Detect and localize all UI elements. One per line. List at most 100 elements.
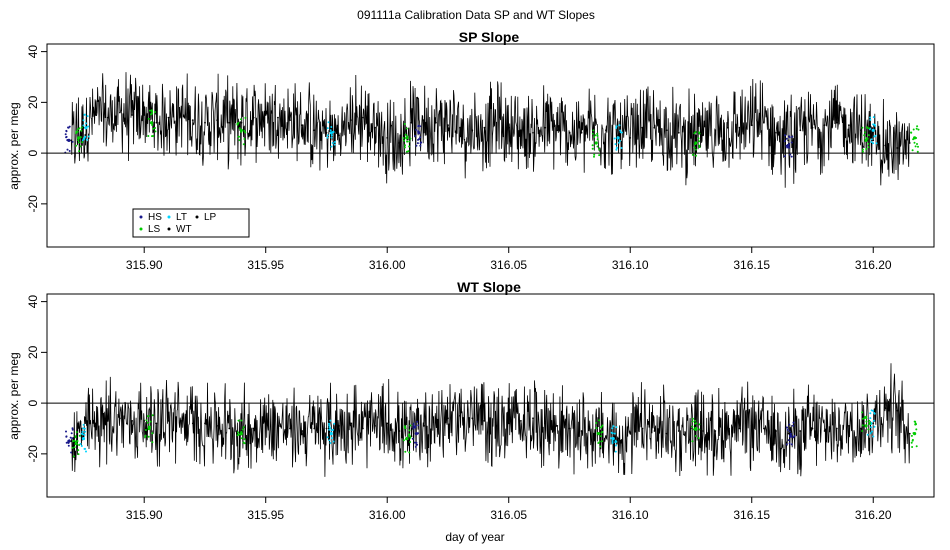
- scatter-dot-lt: [82, 427, 85, 430]
- sp-series-group: [64, 72, 920, 188]
- scatter-dot-ls: [865, 137, 868, 139]
- scatter-dot-hs: [791, 135, 794, 138]
- scatter-dot-ls: [151, 414, 154, 417]
- scatter-dot-hs: [788, 136, 791, 139]
- scatter-dot-ls: [915, 428, 918, 431]
- scatter-dot-lt: [870, 141, 873, 143]
- x-tick-label: 316.05: [490, 258, 527, 272]
- scatter-dot-ls: [147, 435, 150, 438]
- scatter-dot-hs: [784, 134, 786, 137]
- scatter-dot-ls: [243, 129, 246, 132]
- scatter-dot-lt: [873, 123, 876, 126]
- scatter-dot-ls: [595, 422, 598, 424]
- scatter-dot-lt: [326, 436, 329, 439]
- scatter-dot-ls: [691, 153, 694, 156]
- data-point-wt: [738, 427, 741, 430]
- scatter-dot-ls: [868, 419, 871, 422]
- data-point-wt: [787, 139, 790, 142]
- data-point-wt: [544, 126, 547, 129]
- data-point-lt: [871, 128, 875, 132]
- data-point-wt: [568, 427, 571, 430]
- scatter-dot-ls: [80, 129, 83, 132]
- data-point-wt: [835, 427, 838, 430]
- data-point-wt: [131, 420, 134, 422]
- scatter-dot-lt: [615, 147, 618, 150]
- scatter-dot-ls: [240, 419, 243, 422]
- data-point-wt: [434, 420, 437, 422]
- scatter-dot-ls: [151, 112, 154, 115]
- scatter-dot-lt: [328, 424, 331, 427]
- scatter-dot-hs: [783, 140, 786, 143]
- scatter-dot-ls: [867, 428, 870, 431]
- scatter-dot-ls: [912, 138, 915, 141]
- scatter-dot-ls: [402, 439, 405, 442]
- scatter-dot-lt: [330, 145, 333, 148]
- x-tick-label: 316.20: [855, 508, 892, 522]
- scatter-dot-ls: [694, 143, 697, 146]
- scatter-dot-ls: [592, 129, 595, 132]
- data-point-wt: [204, 422, 206, 425]
- scatter-dot-lt: [619, 129, 622, 132]
- scatter-dot-ls: [404, 450, 407, 453]
- scatter-dot-ls: [596, 138, 599, 141]
- data-point-wt: [702, 134, 704, 137]
- cluster-ls: [595, 419, 604, 448]
- cluster-lt: [868, 116, 878, 145]
- y-tick-label: -20: [26, 195, 40, 213]
- x-tick-label: 315.90: [126, 508, 163, 522]
- data-point-wt: [264, 114, 267, 116]
- scatter-dot-hs: [792, 436, 795, 439]
- data-point-wt: [228, 427, 231, 430]
- scatter-dot-lt: [330, 136, 333, 139]
- data-point-wt: [191, 119, 194, 121]
- scatter-dot-ls: [868, 127, 870, 130]
- scatter-dot-ls: [697, 437, 700, 440]
- y-tick-label: 40: [26, 45, 40, 59]
- data-point-wt: [422, 119, 425, 121]
- scatter-dot-hs: [783, 155, 786, 158]
- scatter-dot-ls: [601, 440, 603, 443]
- legend-label-hs: HS: [148, 212, 162, 223]
- x-tick-label: 316.00: [369, 258, 406, 272]
- y-tick-label: 40: [26, 295, 40, 309]
- scatter-dot-ls: [151, 124, 154, 126]
- scatter-dot-lt: [613, 137, 616, 140]
- cluster-hs: [65, 427, 74, 454]
- scatter-dot-hs: [65, 430, 67, 433]
- scatter-dot-ls: [911, 446, 914, 448]
- data-point-wt: [507, 422, 510, 425]
- scatter-dot-ls: [597, 442, 600, 444]
- data-point-hs: [414, 432, 418, 436]
- scatter-dot-ls: [78, 127, 81, 130]
- scatter-dot-lt: [81, 430, 84, 433]
- scatter-dot-lt: [80, 445, 83, 447]
- data-point-wt: [714, 129, 717, 132]
- data-point-ls: [77, 136, 81, 140]
- scatter-dot-hs: [788, 146, 790, 149]
- scatter-dot-lt: [611, 440, 614, 443]
- scatter-dot-hs: [67, 126, 69, 129]
- y-tick-label: 20: [26, 345, 40, 359]
- data-point-wt: [677, 430, 680, 432]
- data-point-wt: [131, 114, 134, 116]
- data-point-wt: [143, 114, 146, 116]
- data-point-wt: [228, 121, 231, 124]
- scatter-dot-hs: [415, 128, 418, 131]
- scatter-dot-hs: [65, 136, 68, 139]
- scatter-dot-ls: [243, 138, 246, 140]
- scatter-dot-hs: [786, 146, 789, 149]
- scatter-dot-lt: [328, 428, 331, 431]
- scatter-dot-ls: [409, 435, 411, 438]
- scatter-dot-ls: [691, 425, 694, 428]
- data-point-wt: [787, 432, 790, 435]
- scatter-dot-ls: [74, 440, 77, 443]
- data-point-wt: [362, 427, 364, 430]
- data-point-lt: [84, 126, 88, 130]
- wt-panel-title: WT Slope: [457, 279, 521, 295]
- cluster-ls: [591, 129, 601, 158]
- scatter-dot-lt: [83, 434, 86, 436]
- scatter-dot-lt: [326, 136, 329, 139]
- scatter-dot-ls: [698, 144, 701, 147]
- data-point-ls: [147, 426, 151, 431]
- scatter-dot-ls: [864, 131, 867, 134]
